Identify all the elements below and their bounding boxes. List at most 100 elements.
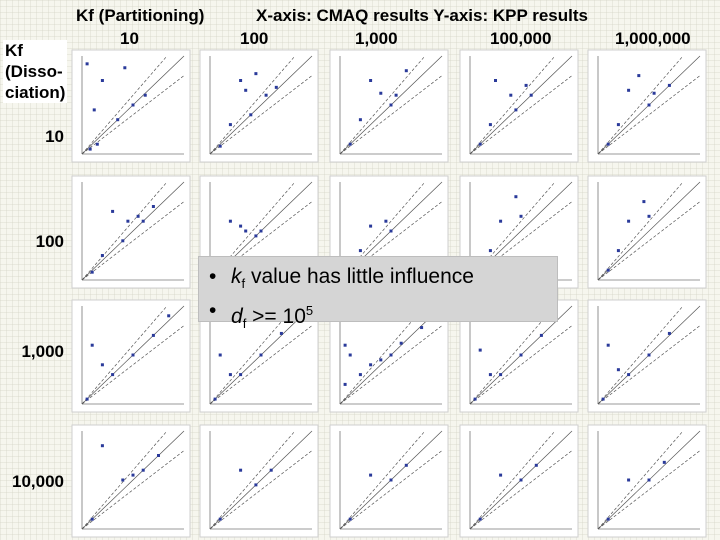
reference-line: [81, 325, 185, 405]
data-point: [379, 358, 383, 362]
data-point: [239, 373, 243, 377]
data-point: [647, 214, 651, 218]
axes-note-header: X-axis: CMAQ results Y-axis: KPP results: [256, 6, 588, 25]
data-point: [228, 123, 232, 127]
data-point: [126, 219, 130, 223]
data-point: [627, 373, 631, 377]
data-point: [667, 83, 671, 87]
reference-line: [81, 55, 168, 155]
row-label-10: 10: [45, 127, 64, 146]
data-point: [259, 353, 263, 357]
reference-line: [339, 430, 426, 530]
reference-line: [339, 75, 443, 155]
reference-line: [81, 450, 185, 530]
data-point: [228, 219, 232, 223]
reference-line: [469, 450, 573, 530]
callout-bullet-2: • df >= 105: [209, 297, 557, 337]
data-point: [662, 460, 666, 464]
data-point: [274, 85, 278, 89]
reference-line: [209, 430, 296, 530]
data-point: [358, 118, 362, 122]
data-point: [121, 239, 125, 243]
data-point: [494, 79, 497, 82]
data-point: [244, 88, 248, 92]
data-point: [143, 93, 147, 97]
data-point: [601, 397, 605, 401]
data-point: [478, 142, 482, 146]
data-point: [514, 195, 518, 199]
data-point: [269, 468, 273, 472]
data-point: [616, 249, 620, 253]
data-point: [637, 74, 641, 78]
reference-line: [209, 450, 313, 530]
data-point: [534, 463, 538, 467]
reference-line: [81, 305, 168, 405]
bullet-dot-icon: •: [209, 265, 217, 288]
reference-line: [597, 201, 701, 281]
data-point: [384, 219, 388, 223]
data-point: [213, 397, 217, 401]
data-point: [228, 373, 232, 377]
reference-line: [469, 325, 573, 405]
data-point: [529, 93, 533, 97]
data-point: [389, 229, 393, 233]
reference-line: [81, 181, 185, 281]
data-point: [606, 343, 610, 347]
reference-line: [209, 55, 296, 155]
data-point: [647, 103, 651, 107]
reference-line: [469, 305, 556, 405]
data-point: [606, 142, 610, 146]
row-label-10000: 10,000: [12, 472, 64, 491]
data-point: [499, 219, 503, 223]
data-point: [616, 123, 620, 127]
data-point: [239, 79, 243, 82]
row-label-100: 100: [35, 232, 64, 251]
data-point: [514, 108, 518, 112]
data-point: [369, 473, 373, 477]
reference-line: [597, 305, 684, 405]
data-point: [90, 517, 94, 521]
data-point: [123, 66, 127, 70]
data-point: [85, 397, 89, 401]
data-point: [642, 200, 646, 204]
data-point: [348, 353, 352, 357]
reference-line: [339, 305, 426, 405]
column-label-1000: 1,000: [355, 29, 398, 48]
reference-line: [469, 55, 573, 155]
data-point: [394, 93, 398, 97]
reference-line: [597, 430, 684, 530]
data-point: [488, 123, 492, 127]
data-point: [141, 468, 145, 472]
data-point: [348, 517, 352, 521]
data-point: [420, 326, 424, 330]
data-point: [348, 142, 352, 146]
data-point: [88, 147, 92, 151]
data-point: [606, 268, 610, 272]
data-point: [90, 343, 94, 347]
reference-line: [597, 181, 701, 281]
data-point: [389, 478, 393, 482]
kf-dissociation-line2: (Disso-: [5, 62, 63, 81]
data-point: [239, 468, 243, 472]
callout-bullet-1-text: kf value has little influence: [231, 265, 474, 292]
data-point: [667, 331, 671, 335]
row-label-1000: 1,000: [21, 342, 64, 361]
data-point: [524, 83, 528, 87]
data-point: [249, 113, 253, 117]
reference-line: [597, 55, 684, 155]
data-point: [499, 373, 503, 377]
data-point: [218, 144, 222, 148]
reference-line: [597, 75, 701, 155]
data-point: [254, 234, 258, 238]
data-point: [473, 397, 477, 401]
data-point: [404, 69, 408, 73]
data-point: [509, 93, 513, 97]
data-point: [90, 270, 94, 274]
data-point: [606, 517, 610, 521]
reference-line: [469, 430, 556, 530]
data-point: [279, 331, 283, 335]
data-point: [627, 478, 631, 482]
callout-bullet-2-text: df >= 105: [231, 303, 314, 332]
reference-line: [597, 325, 701, 405]
reference-line: [209, 55, 313, 155]
